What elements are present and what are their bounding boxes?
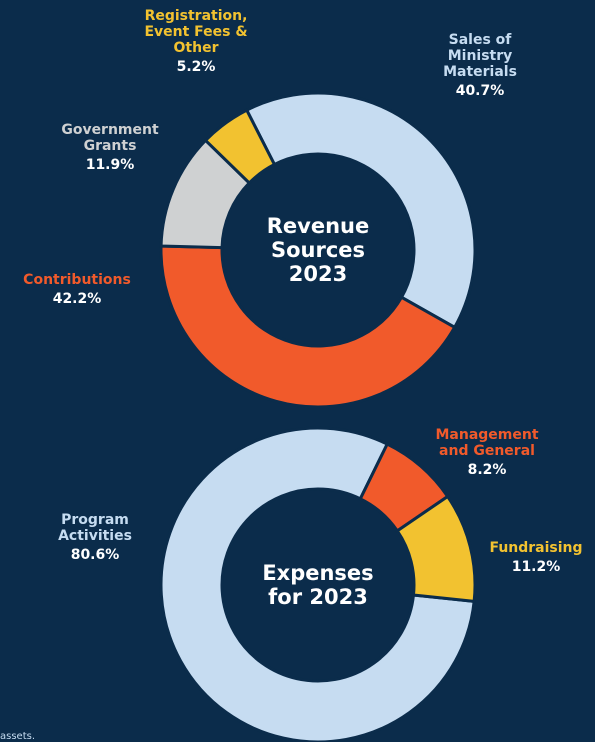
donut-slice (203, 108, 277, 186)
footnote: assets. (0, 731, 36, 742)
slice-label: Management and General 8.2% (427, 427, 547, 478)
category-label: Government Grants (61, 122, 159, 154)
slice-label: Sales of Ministry Materials 40.7% (435, 32, 525, 99)
slice-label: Fundraising 11.2% (486, 540, 586, 575)
value-label: 40.7% (455, 83, 505, 99)
slice-label: Program Activities 80.6% (50, 512, 140, 563)
value-label: 11.9% (85, 157, 135, 173)
category-label: Contributions (23, 272, 131, 288)
slice-label: Contributions 42.2% (7, 272, 147, 307)
value-label: 8.2% (467, 462, 507, 478)
category-label: Program Activities (58, 512, 132, 544)
value-label: 80.6% (70, 547, 120, 563)
donut-slice (159, 244, 457, 409)
slice-label: Registration, Event Fees & Other 5.2% (141, 8, 251, 75)
category-label: Fundraising (489, 540, 583, 556)
category-label: Registration, Event Fees & Other (144, 8, 248, 56)
category-label: Management and General (435, 427, 539, 459)
donut-slice (395, 494, 477, 604)
donut-slice (244, 91, 477, 330)
center-label: Expenses for 2023 (262, 561, 374, 609)
value-label: 5.2% (176, 59, 216, 75)
slice-label: Government Grants 11.9% (45, 122, 175, 173)
category-label: Sales of Ministry Materials (443, 32, 517, 80)
value-label: 11.2% (511, 559, 561, 575)
value-label: 42.2% (52, 291, 102, 307)
center-label: Revenue Sources 2023 (266, 214, 370, 286)
